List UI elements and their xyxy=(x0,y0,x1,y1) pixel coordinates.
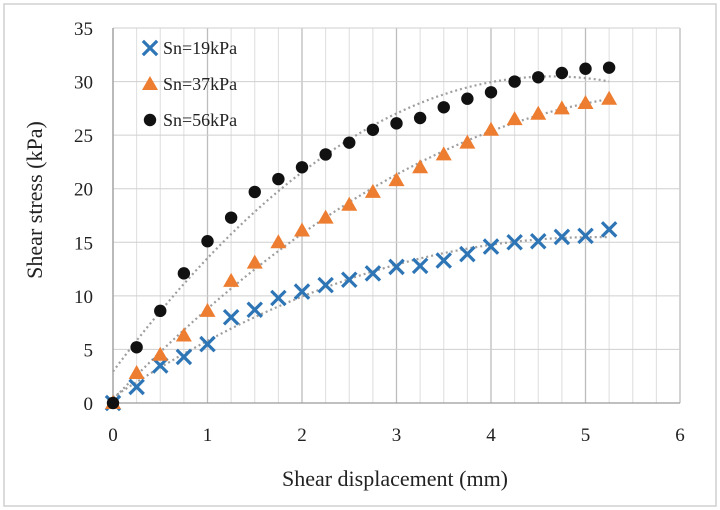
chart-border xyxy=(3,3,717,507)
data-point-series-2 xyxy=(152,346,169,361)
y-tick-label: 30 xyxy=(74,73,93,94)
data-point-series-2 xyxy=(412,159,429,174)
data-point-series-3 xyxy=(224,211,238,224)
y-tick-label: 0 xyxy=(84,394,94,415)
x-tick-label: 5 xyxy=(581,425,591,446)
data-point-series-1 xyxy=(175,348,193,366)
data-point-series-2 xyxy=(364,183,381,198)
data-point-series-1 xyxy=(459,245,476,263)
legend-label-2: Sn=37kPa xyxy=(163,74,237,94)
x-tick-label: 4 xyxy=(486,425,496,446)
data-point-series-1 xyxy=(435,252,453,269)
data-point-series-2 xyxy=(341,196,358,211)
data-point-series-2 xyxy=(270,234,287,249)
data-point-series-3 xyxy=(555,66,569,80)
data-point-series-1 xyxy=(553,228,571,246)
data-point-series-1 xyxy=(270,289,287,307)
data-point-series-3 xyxy=(579,62,592,75)
data-point-series-3 xyxy=(508,75,521,88)
data-point-series-3 xyxy=(295,161,309,174)
data-point-series-3 xyxy=(319,148,332,161)
data-point-series-3 xyxy=(177,267,191,280)
data-point-series-2 xyxy=(294,222,310,237)
data-point-series-3 xyxy=(130,341,143,354)
trendline-2 xyxy=(112,98,610,401)
data-point-series-3 xyxy=(461,92,474,105)
data-point-series-1 xyxy=(317,276,334,294)
data-point-series-1 xyxy=(128,378,145,396)
legend-marker-1 xyxy=(141,39,159,57)
y-tick-label: 35 xyxy=(74,19,93,40)
data-point-series-3 xyxy=(602,61,616,74)
data-point-series-1 xyxy=(506,234,523,251)
data-point-series-3 xyxy=(484,86,498,99)
data-point-series-1 xyxy=(577,227,594,245)
data-point-series-1 xyxy=(340,271,358,289)
data-point-series-3 xyxy=(343,136,356,149)
data-point-series-2 xyxy=(317,209,334,224)
data-point-series-3 xyxy=(154,304,167,318)
data-point-series-2 xyxy=(223,272,240,287)
data-point-series-2 xyxy=(459,134,476,149)
x-tick-label: 6 xyxy=(675,425,685,446)
y-tick-label: 15 xyxy=(74,233,93,254)
tick-labels: 0 1 2 3 4 5 6 0 5 10 15 20 25 30 35 xyxy=(74,19,685,446)
data-point-series-1 xyxy=(222,309,240,326)
trendline-1 xyxy=(112,236,610,399)
data-point-series-3 xyxy=(413,111,427,125)
data-point-series-1 xyxy=(246,301,264,319)
x-tick-label: 1 xyxy=(203,425,213,446)
data-point-series-1 xyxy=(364,265,382,282)
data-point-series-2 xyxy=(530,105,547,120)
data-point-series-3 xyxy=(248,185,261,199)
data-point-series-1 xyxy=(482,238,500,255)
y-axis-title: Shear stress (kPa) xyxy=(22,121,47,279)
data-point-series-1 xyxy=(293,283,311,300)
legend: Sn=19kPa Sn=37kPa Sn=56kPa xyxy=(141,38,237,130)
y-tick-label: 5 xyxy=(84,340,94,361)
data-point-series-1 xyxy=(388,258,405,276)
y-tick-label: 10 xyxy=(74,287,93,308)
data-point-series-2 xyxy=(175,327,192,342)
legend-label-3: Sn=56kPa xyxy=(163,110,237,130)
legend-marker-3 xyxy=(143,113,157,127)
data-point-series-3 xyxy=(366,123,380,136)
data-point-series-3 xyxy=(106,396,120,410)
data-point-series-2 xyxy=(577,95,594,109)
data-point-series-2 xyxy=(506,111,523,126)
data-point-series-1 xyxy=(151,357,169,374)
data-point-series-2 xyxy=(483,121,499,136)
x-tick-label: 2 xyxy=(297,425,307,446)
trendline-3 xyxy=(112,75,610,373)
x-axis-title: Shear displacement (mm) xyxy=(282,466,508,491)
data-point-series-3 xyxy=(272,172,285,186)
y-tick-label: 25 xyxy=(74,126,93,147)
data-point-series-2 xyxy=(199,302,216,317)
data-point-series-1 xyxy=(600,221,618,238)
data-point-series-2 xyxy=(128,365,145,379)
y-tick-label: 20 xyxy=(74,180,93,201)
x-tick-label: 3 xyxy=(392,425,402,446)
data-point-series-2 xyxy=(388,172,405,187)
data-point-series-3 xyxy=(437,101,450,114)
data-point-series-2 xyxy=(601,90,618,105)
data-point-series-2 xyxy=(435,146,452,161)
data-point-series-3 xyxy=(201,235,214,248)
data-point-series-1 xyxy=(529,232,547,250)
x-tick-label: 0 xyxy=(108,425,118,446)
legend-label-1: Sn=19kPa xyxy=(163,38,237,58)
data-point-series-3 xyxy=(532,71,545,84)
data-points xyxy=(104,61,618,412)
data-point-series-1 xyxy=(199,335,216,353)
data-point-series-2 xyxy=(246,254,263,269)
trendlines xyxy=(112,75,610,401)
data-point-series-2 xyxy=(553,100,570,115)
data-point-series-1 xyxy=(411,257,429,275)
legend-marker-2 xyxy=(142,76,158,90)
axes xyxy=(112,28,680,404)
data-point-series-3 xyxy=(390,117,403,130)
